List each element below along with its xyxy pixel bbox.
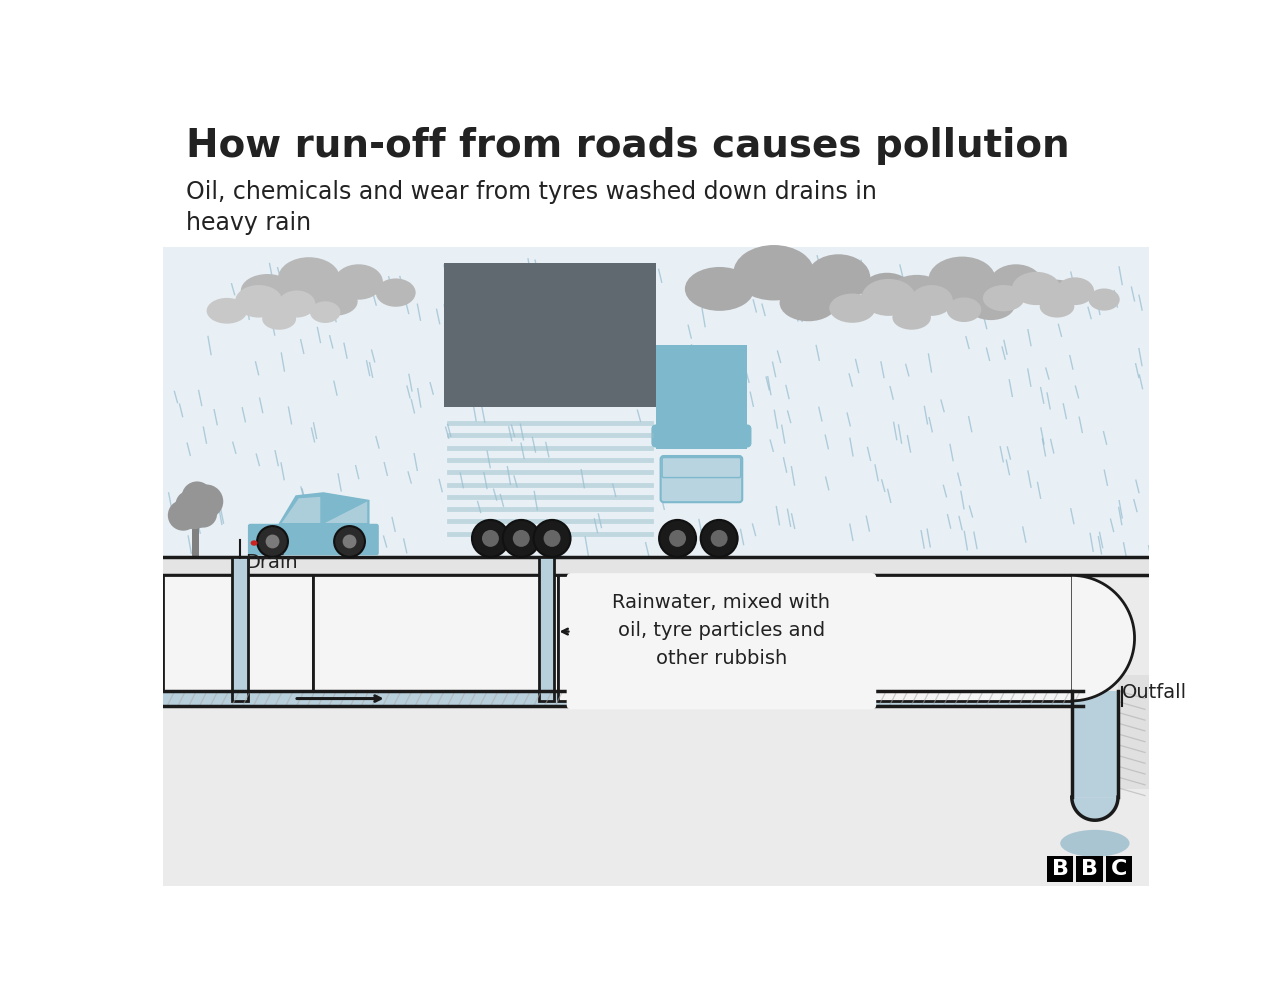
Polygon shape <box>278 492 370 526</box>
Ellipse shape <box>251 540 257 546</box>
Ellipse shape <box>1060 830 1129 857</box>
Ellipse shape <box>1034 280 1078 311</box>
Ellipse shape <box>206 298 247 324</box>
Ellipse shape <box>175 492 212 529</box>
Text: B: B <box>1082 859 1098 878</box>
Ellipse shape <box>806 254 870 301</box>
Bar <box>444 263 657 406</box>
Circle shape <box>513 530 530 547</box>
Circle shape <box>503 520 540 557</box>
Circle shape <box>544 530 561 547</box>
Text: How run-off from roads causes pollution: How run-off from roads causes pollution <box>187 127 1070 165</box>
Polygon shape <box>1071 797 1117 821</box>
Bar <box>314 576 558 701</box>
Ellipse shape <box>1039 296 1074 318</box>
Ellipse shape <box>262 308 296 330</box>
Ellipse shape <box>334 264 383 300</box>
Ellipse shape <box>983 285 1024 312</box>
Bar <box>1117 675 1149 790</box>
Circle shape <box>700 520 737 557</box>
Ellipse shape <box>189 484 223 518</box>
Circle shape <box>534 520 571 557</box>
FancyBboxPatch shape <box>248 524 379 556</box>
Bar <box>539 557 554 701</box>
Bar <box>1106 856 1132 881</box>
Circle shape <box>710 530 727 547</box>
Bar <box>1047 856 1074 881</box>
Text: C: C <box>1111 859 1126 878</box>
Circle shape <box>669 530 686 547</box>
Text: Drain: Drain <box>244 553 297 572</box>
Bar <box>1076 856 1102 881</box>
Polygon shape <box>282 497 320 523</box>
Ellipse shape <box>861 273 913 310</box>
FancyBboxPatch shape <box>652 424 751 447</box>
Bar <box>1071 691 1117 797</box>
Ellipse shape <box>1056 277 1094 305</box>
Ellipse shape <box>966 289 1015 320</box>
Ellipse shape <box>685 267 754 311</box>
Bar <box>252 524 375 553</box>
Ellipse shape <box>175 491 204 518</box>
FancyBboxPatch shape <box>660 456 742 502</box>
Ellipse shape <box>241 274 294 308</box>
Ellipse shape <box>182 481 212 512</box>
Bar <box>163 557 1149 576</box>
Ellipse shape <box>892 305 931 330</box>
Ellipse shape <box>910 285 952 316</box>
Bar <box>163 247 1149 563</box>
Bar <box>163 576 1149 886</box>
Circle shape <box>257 526 288 557</box>
Ellipse shape <box>733 245 814 301</box>
Ellipse shape <box>314 287 357 316</box>
Ellipse shape <box>310 302 340 323</box>
Text: B: B <box>1052 859 1069 878</box>
Ellipse shape <box>861 279 915 316</box>
Bar <box>233 557 248 701</box>
Polygon shape <box>1071 576 1134 701</box>
FancyBboxPatch shape <box>567 573 877 709</box>
Ellipse shape <box>989 264 1042 303</box>
Ellipse shape <box>236 285 283 318</box>
Circle shape <box>472 520 509 557</box>
Ellipse shape <box>1088 289 1120 311</box>
Ellipse shape <box>278 257 340 300</box>
Polygon shape <box>325 501 367 523</box>
Ellipse shape <box>189 500 218 528</box>
FancyBboxPatch shape <box>662 457 741 477</box>
Ellipse shape <box>168 500 198 531</box>
Ellipse shape <box>780 284 837 322</box>
Ellipse shape <box>947 298 982 322</box>
Circle shape <box>343 535 356 549</box>
Text: Outfall: Outfall <box>1121 683 1187 702</box>
Bar <box>192 522 198 557</box>
Circle shape <box>266 535 279 549</box>
Circle shape <box>659 520 696 557</box>
Ellipse shape <box>376 279 416 307</box>
Bar <box>163 576 314 701</box>
Ellipse shape <box>278 291 315 318</box>
Text: Rainwater, mixed with
oil, tyre particles and
other rubbish: Rainwater, mixed with oil, tyre particle… <box>612 593 831 668</box>
Circle shape <box>334 526 365 557</box>
Text: Oil, chemicals and wear from tyres washed down drains in
heavy rain: Oil, chemicals and wear from tyres washe… <box>187 179 877 235</box>
Bar <box>558 576 1071 701</box>
Bar <box>657 346 746 449</box>
Circle shape <box>483 530 499 547</box>
Ellipse shape <box>1012 272 1061 305</box>
Bar <box>163 691 1083 706</box>
Ellipse shape <box>928 257 996 303</box>
Ellipse shape <box>829 294 876 323</box>
Ellipse shape <box>888 275 946 312</box>
